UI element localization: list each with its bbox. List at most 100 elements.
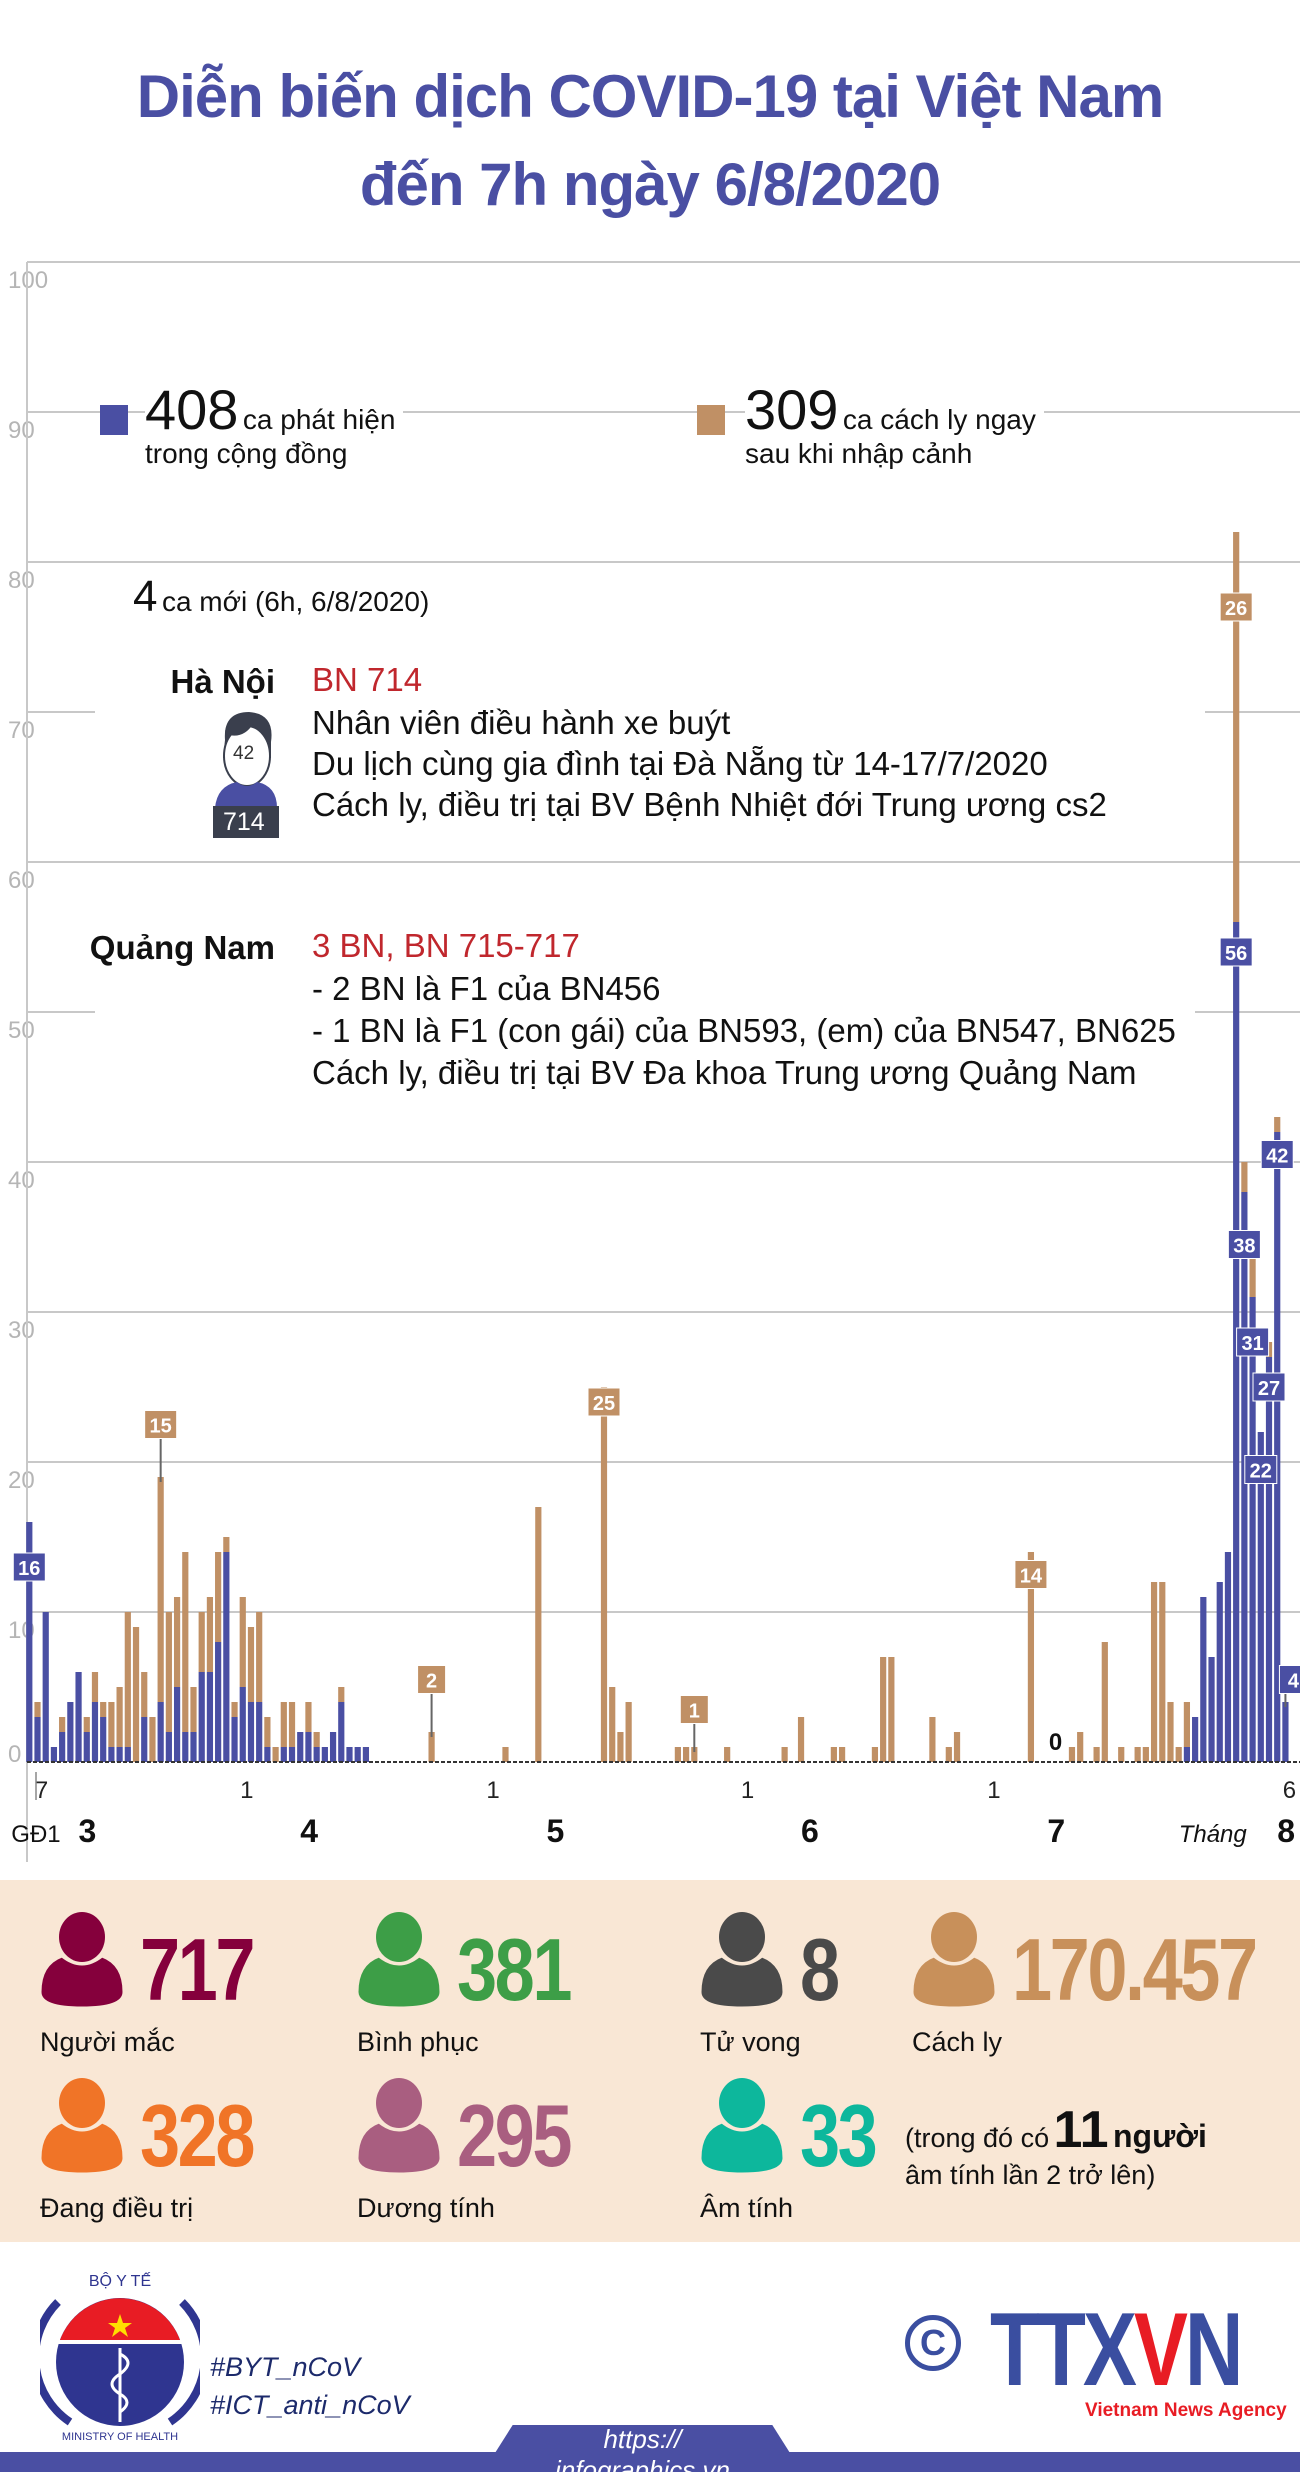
bar-imported	[1274, 1117, 1281, 1132]
bar-imported	[1175, 1747, 1182, 1762]
bar-community	[1249, 1297, 1256, 1762]
bar-imported	[781, 1747, 788, 1762]
bar-imported	[1249, 1252, 1256, 1297]
bar-imported	[338, 1687, 345, 1702]
new-cases-heading: 4 ca mới (6h, 6/8/2020)	[133, 572, 430, 622]
bar-imported	[1027, 1552, 1035, 1762]
y-tick-label: 70	[8, 717, 35, 744]
bar-community	[157, 1702, 164, 1762]
stat-value-text: 381	[457, 1920, 572, 2019]
bar-community	[305, 1732, 312, 1762]
bar-imported	[1241, 1162, 1248, 1192]
quangnam-line: - 1 BN là F1 (con gái) của BN593, (em) c…	[312, 1010, 1176, 1051]
bar-community	[91, 1702, 99, 1762]
x-day-tick-label: 1	[987, 1777, 1000, 1804]
bar-imported	[215, 1552, 222, 1642]
stat-value: 381	[457, 1926, 595, 2014]
data-label-box	[1236, 1327, 1270, 1357]
negative-note-prefix: (trong đó có	[905, 2123, 1050, 2153]
x-month-label: 5	[547, 1813, 565, 1849]
person-icon	[910, 1912, 998, 2010]
bar-community	[173, 1687, 181, 1762]
stat-value-text: 328	[140, 2086, 255, 2185]
person-icon	[38, 2078, 126, 2176]
data-label: 16	[18, 1558, 40, 1580]
data-label: 1	[689, 1701, 700, 1723]
bar-imported	[1159, 1582, 1166, 1762]
footer-bar	[0, 2452, 1300, 2472]
negative-note-count: 11	[1053, 2101, 1109, 2159]
bar-imported	[945, 1747, 952, 1762]
legend-imported: 309 ca cách ly ngay sau khi nhập cảnh	[745, 382, 1044, 470]
stat-value: 170.457	[1012, 1926, 1300, 2014]
data-label-box	[1260, 1140, 1294, 1169]
moh-logo-text-top: BỘ Y TẾ	[89, 2271, 151, 2290]
x-day-tick-label: 7	[35, 1777, 48, 1804]
stat-label: Dương tính	[357, 2193, 495, 2223]
data-label-box	[1014, 1560, 1048, 1589]
legend-community-count: 408	[145, 378, 239, 441]
bar-imported	[108, 1702, 115, 1747]
bar-community	[1282, 1702, 1289, 1762]
bar-community	[321, 1747, 328, 1762]
stat-value-text: 33	[800, 2086, 878, 2185]
data-label: 15	[150, 1416, 172, 1438]
bar-imported	[280, 1702, 287, 1747]
y-tick-label: 50	[8, 1017, 35, 1044]
bar-community	[34, 1717, 41, 1762]
summary-stats-panel: 717 Người mắc 381 Bình phục 8 Tử vong 170.457 C…	[0, 1880, 1300, 2242]
bar-imported	[1093, 1747, 1100, 1762]
stat-label: Người mắc	[40, 2027, 175, 2057]
bar-community	[1200, 1597, 1207, 1762]
bar-imported	[880, 1657, 887, 1762]
bar-imported	[83, 1717, 90, 1732]
legend-community: 408 ca phát hiện trong cộng đồng	[145, 382, 404, 470]
data-label: 14	[1020, 1566, 1043, 1588]
x-month-label: 4	[300, 1813, 318, 1849]
data-label-box	[1219, 937, 1253, 967]
bar-imported	[149, 1717, 156, 1762]
copyright-icon: C	[905, 2315, 961, 2371]
bar-community	[141, 1717, 148, 1762]
person-icon	[698, 2078, 786, 2176]
hanoi-line: Cách ly, điều trị tại BV Bệnh Nhiệt đới …	[312, 784, 1107, 825]
bar-imported	[59, 1717, 66, 1732]
data-label-box	[679, 1695, 709, 1724]
bar-imported	[724, 1747, 731, 1762]
bar-imported	[1150, 1582, 1158, 1762]
data-label: 56	[1225, 943, 1247, 965]
y-tick-label: 80	[8, 567, 35, 594]
bar-imported	[1134, 1747, 1141, 1762]
bar-community	[59, 1732, 66, 1762]
infographics-url-link[interactable]: https:// infographics.vn	[555, 2424, 730, 2485]
stat-value-text: 717	[140, 1920, 255, 2019]
x-month-label: Tháng	[1179, 1821, 1248, 1848]
bar-imported	[288, 1702, 296, 1747]
bar-imported	[173, 1597, 181, 1687]
bar-community	[1183, 1747, 1191, 1762]
y-tick-label: 20	[8, 1467, 35, 1494]
bar-community	[297, 1732, 304, 1762]
x-month-label: 6	[801, 1813, 819, 1849]
bar-community	[100, 1717, 107, 1762]
bar-imported	[182, 1552, 189, 1732]
bar-imported	[838, 1747, 846, 1762]
stat-value: 717	[140, 1926, 278, 2014]
bar-imported	[1101, 1642, 1108, 1762]
bar-imported	[256, 1612, 263, 1702]
bar-imported	[190, 1687, 197, 1732]
y-tick-label: 90	[8, 417, 35, 444]
hanoi-patient-id: BN 714	[312, 659, 423, 700]
data-label: 27	[1258, 1378, 1280, 1400]
data-label-box	[1244, 1455, 1278, 1484]
bar-community	[42, 1612, 49, 1762]
bar-community	[329, 1732, 337, 1762]
data-label: 26	[1225, 598, 1247, 620]
bar-community	[75, 1672, 82, 1762]
bar-community	[354, 1747, 361, 1762]
bar-community	[108, 1747, 115, 1762]
bar-imported	[1167, 1702, 1174, 1762]
stat-label: Bình phục	[357, 2027, 479, 2057]
x-month-label: 8	[1277, 1813, 1295, 1849]
x-month-label: 7	[1047, 1813, 1065, 1849]
